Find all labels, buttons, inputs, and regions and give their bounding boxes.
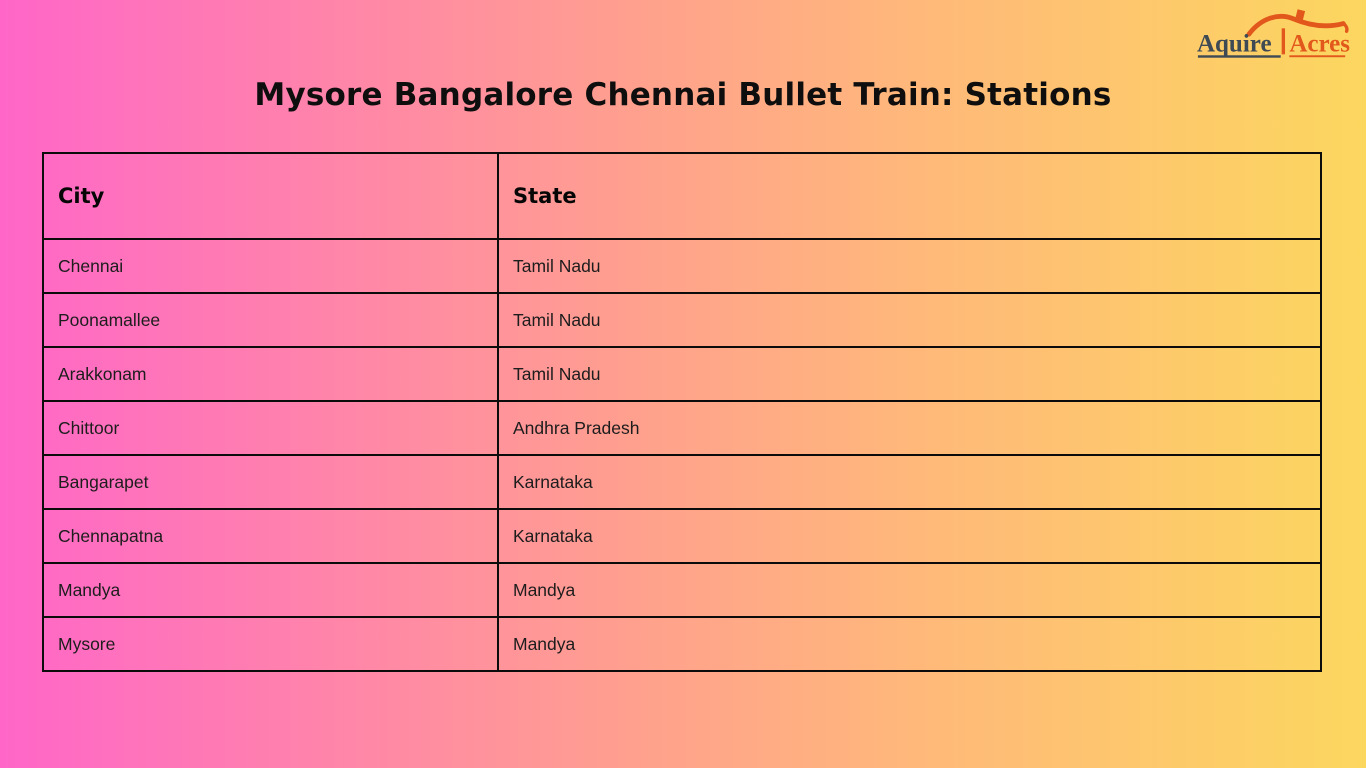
table-row: Chennapatna Karnataka [42,508,1322,564]
brand-underline-part2 [1289,55,1346,58]
table-header-row: City State [42,152,1322,240]
city-cell: Bangarapet [42,454,499,510]
state-cell: Karnataka [497,508,1322,564]
brand-logo: Aquire Acres [1197,9,1350,58]
city-cell: Mysore [42,616,499,672]
brand-name-part2: Acres [1289,30,1350,57]
state-cell: Karnataka [497,454,1322,510]
state-cell: Tamil Nadu [497,238,1322,294]
state-cell: Tamil Nadu [497,346,1322,402]
city-cell: Arakkonam [42,346,499,402]
brand-name-part1: Aquire [1197,30,1272,57]
table-row: Chittoor Andhra Pradesh [42,400,1322,456]
state-cell: Mandya [497,616,1322,672]
house-wall-icon [1281,28,1286,55]
chimney-icon [1294,9,1306,24]
city-cell: Chennapatna [42,508,499,564]
city-column-header: City [42,152,499,240]
table-row: Arakkonam Tamil Nadu [42,346,1322,402]
city-cell: Mandya [42,562,499,618]
table-row: Poonamallee Tamil Nadu [42,292,1322,348]
house-roof-icon [1246,13,1346,37]
table-row: Mysore Mandya [42,616,1322,672]
page-title: Mysore Bangalore Chennai Bullet Train: S… [254,76,1112,113]
table-row: Mandya Mandya [42,562,1322,618]
city-cell: Chittoor [42,400,499,456]
table-row: Chennai Tamil Nadu [42,238,1322,294]
state-column-header: State [497,152,1322,240]
state-cell: Mandya [497,562,1322,618]
city-cell: Poonamallee [42,292,499,348]
table-body: Chennai Tamil Nadu Poonamallee Tamil Nadu Ar… [42,238,1322,672]
state-cell: Tamil Nadu [497,292,1322,348]
brand-underline-part1 [1197,55,1281,58]
city-cell: Chennai [42,238,499,294]
table-row: Bangarapet Karnataka [42,454,1322,510]
stations-table: City State Chennai Tamil Nadu Poonamallee T… [42,152,1322,672]
state-cell: Andhra Pradesh [497,400,1322,456]
roof-tail-icon [1341,21,1349,33]
